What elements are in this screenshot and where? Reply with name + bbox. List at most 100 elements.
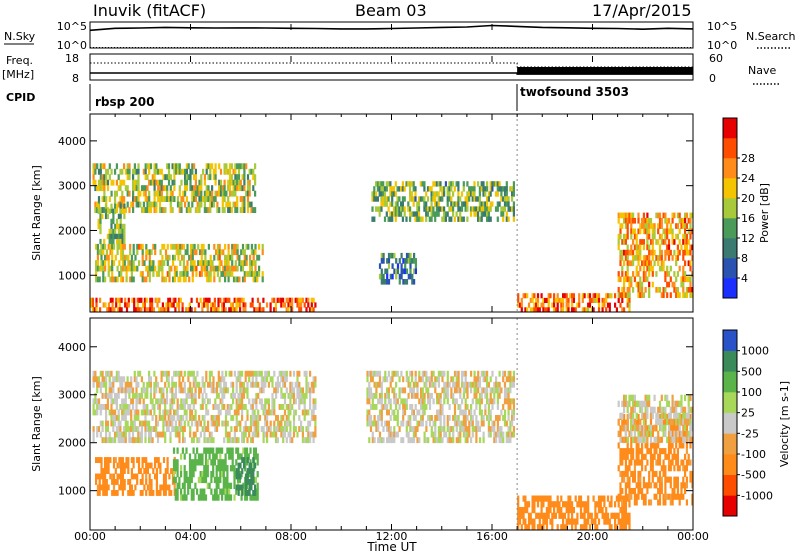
echo-cell — [380, 381, 383, 388]
echo-cell — [457, 206, 460, 212]
echo-cell — [610, 512, 613, 519]
echo-cell — [159, 490, 162, 496]
echo-cell — [556, 293, 559, 299]
echo-cell — [194, 459, 197, 466]
echo-cell — [373, 415, 376, 421]
echo-cell — [387, 196, 390, 202]
echo-cell — [624, 459, 627, 466]
echo-cell — [505, 186, 508, 192]
echo-cell — [194, 185, 197, 192]
echo-cell — [183, 494, 186, 501]
echo-cell — [235, 420, 238, 427]
echo-cell — [626, 276, 629, 283]
echo-cell — [375, 206, 378, 212]
echo-cell — [648, 228, 651, 235]
echo-cell — [375, 420, 378, 427]
echo-cell — [565, 507, 568, 514]
echo-cell — [387, 279, 391, 285]
echo-cell — [100, 249, 103, 256]
echo-cell — [648, 271, 651, 277]
echo-cell — [243, 207, 246, 213]
echo-cell — [386, 426, 389, 432]
echo-cell — [239, 420, 242, 427]
echo-cell — [234, 185, 237, 192]
echo-cell — [158, 387, 161, 394]
echo-cell — [427, 392, 430, 399]
echo-cell — [417, 211, 421, 217]
echo-cell — [173, 415, 176, 421]
echo-cell — [119, 223, 122, 230]
velocity-colorbar-swatch — [723, 495, 737, 517]
echo-cell — [124, 420, 127, 427]
echo-cell — [522, 512, 525, 519]
power-cbar-label: Power [dB] — [758, 183, 771, 243]
echo-cell — [375, 392, 378, 399]
echo-cell — [401, 196, 404, 202]
echo-cell — [115, 297, 118, 303]
echo-cell — [457, 381, 460, 388]
echo-cell — [206, 307, 209, 313]
echo-cell — [218, 254, 221, 261]
echo-cell — [439, 437, 442, 444]
echo-cell — [453, 409, 457, 416]
echo-cell — [116, 462, 119, 469]
echo-cell — [141, 249, 144, 256]
echo-cell — [637, 249, 640, 256]
echo-cell — [653, 228, 656, 235]
echo-cell — [224, 420, 228, 427]
echo-cell — [214, 415, 217, 421]
echo-cell — [124, 381, 127, 388]
echo-cell — [392, 186, 396, 192]
echo-cell — [134, 473, 137, 480]
echo-cell — [441, 426, 444, 432]
echo-cell — [366, 420, 369, 427]
echo-cell — [678, 412, 681, 420]
echo-cell — [237, 484, 240, 491]
echo-cell — [235, 459, 238, 466]
echo-cell — [139, 479, 142, 485]
echo-cell — [154, 249, 157, 256]
echo-cell — [459, 437, 462, 444]
echo-cell — [448, 426, 451, 432]
echo-cell — [689, 281, 692, 288]
echo-cell — [457, 437, 460, 444]
echo-cell — [174, 297, 177, 303]
echo-cell — [113, 307, 116, 313]
echo-cell — [462, 216, 465, 222]
echo-cell — [108, 174, 111, 181]
echo-cell — [417, 216, 421, 222]
echo-cell — [184, 185, 187, 192]
echo-cell — [475, 376, 478, 383]
echo-cell — [685, 459, 688, 466]
echo-cell — [628, 501, 631, 508]
date-label: 17/Apr/2015 — [592, 1, 692, 20]
echo-cell — [130, 398, 133, 405]
echo-cell — [496, 216, 499, 222]
echo-cell — [495, 437, 498, 444]
echo-cell — [457, 191, 460, 197]
echo-cell — [129, 243, 132, 250]
echo-cell — [226, 297, 229, 303]
echo-cell — [227, 185, 230, 192]
echo-cell — [507, 376, 510, 383]
echo-cell — [207, 190, 210, 197]
echo-cell — [653, 442, 656, 449]
echo-cell — [110, 415, 113, 421]
echo-cell — [477, 216, 480, 222]
echo-cell — [128, 207, 131, 213]
echo-cell — [676, 249, 679, 256]
echo-cell — [173, 179, 176, 186]
echo-cell — [412, 437, 415, 444]
echo-cell — [208, 482, 211, 489]
echo-cell — [430, 392, 433, 399]
echo-cell — [232, 249, 236, 256]
echo-cell — [137, 370, 140, 377]
y-tick-label: 4000 — [58, 135, 86, 148]
echo-cell — [401, 181, 404, 187]
echo-cell — [142, 185, 145, 192]
echo-cell — [153, 201, 156, 208]
echo-cell — [387, 370, 390, 377]
echo-cell — [137, 196, 140, 202]
echo-cell — [287, 404, 290, 410]
echo-cell — [176, 465, 179, 472]
